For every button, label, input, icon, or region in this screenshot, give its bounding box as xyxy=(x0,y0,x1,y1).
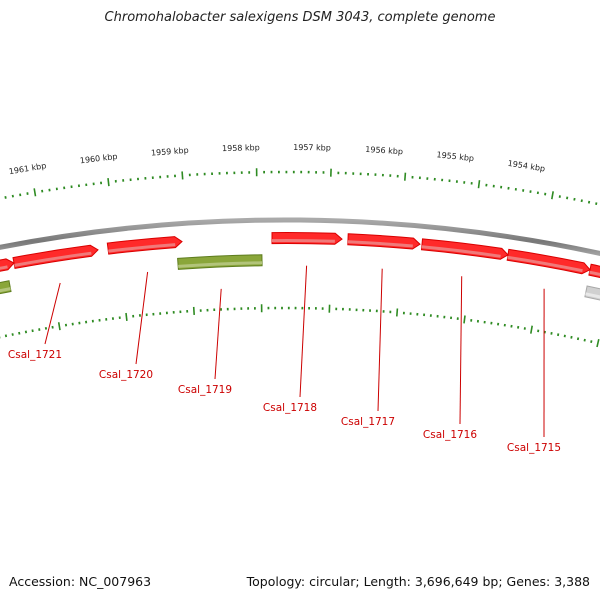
label-connector xyxy=(214,288,222,380)
major-tick xyxy=(57,322,61,331)
gene-label[interactable]: Csal_1718 xyxy=(263,402,317,414)
major-tick xyxy=(33,188,37,197)
major-tick xyxy=(125,312,128,321)
kbp-label: 1959 kbp xyxy=(151,146,189,158)
gene-edge-left[interactable] xyxy=(0,258,15,275)
kbp-label: 1958 kbp xyxy=(222,143,260,153)
genome-backbone xyxy=(0,217,600,257)
gene-features xyxy=(0,232,600,309)
accession-text: Accession: NC_007963 xyxy=(9,574,152,589)
gene-csal-1721[interactable] xyxy=(12,244,99,269)
outer-tick-ring xyxy=(4,168,598,205)
minor-tick xyxy=(24,330,28,334)
major-tick xyxy=(107,178,110,187)
major-tick xyxy=(181,171,184,180)
gene-csal-1716[interactable] xyxy=(420,238,509,260)
minor-tick xyxy=(576,337,580,341)
minor-tick xyxy=(4,334,8,338)
minor-tick xyxy=(573,197,576,201)
kbp-label: 1955 kbp xyxy=(436,150,474,163)
major-tick xyxy=(530,325,533,334)
gene-shade xyxy=(178,261,263,268)
minor-tick xyxy=(580,199,583,203)
gene-shade xyxy=(0,265,8,270)
minor-tick xyxy=(566,196,569,200)
kbp-labels: 1961 kbp 1960 kbp 1959 kbp 1958 kbp 1957 kbp… xyxy=(8,143,545,176)
genome-summary-text: Topology: circular; Length: 3,696,649 bp… xyxy=(246,574,590,589)
minor-tick xyxy=(18,331,21,335)
label-connector xyxy=(459,276,463,425)
minor-tick xyxy=(590,340,593,344)
minor-tick xyxy=(557,333,560,337)
gene-shade xyxy=(108,243,176,253)
gene-shade xyxy=(507,255,583,273)
kbp-label: 1956 kbp xyxy=(365,145,403,156)
gene-arrow[interactable] xyxy=(12,244,99,269)
label-connector xyxy=(377,268,383,412)
gene-shade xyxy=(589,270,600,276)
gene-label[interactable]: Csal_1719 xyxy=(178,384,232,396)
minor-tick xyxy=(587,200,591,204)
minor-tick xyxy=(583,338,586,342)
gene-csal-1720[interactable] xyxy=(106,236,183,255)
gene-label[interactable]: Csal_1716 xyxy=(423,429,477,441)
gene-shade xyxy=(271,239,335,243)
minor-tick xyxy=(517,325,520,329)
minor-tick xyxy=(11,333,14,336)
gene-csal-1718[interactable] xyxy=(271,232,343,245)
gene-shade xyxy=(585,292,600,299)
minor-tick xyxy=(11,194,14,198)
gene-label[interactable]: Csal_1715 xyxy=(507,442,561,454)
gene-csal-1717[interactable] xyxy=(347,233,421,250)
label-connector xyxy=(44,282,61,345)
major-tick xyxy=(477,180,481,189)
minor-tick xyxy=(570,335,573,339)
minor-tick xyxy=(595,202,598,205)
minor-tick xyxy=(543,330,546,334)
gene-shade xyxy=(0,287,11,293)
major-tick xyxy=(463,315,466,324)
kbp-label: 1961 kbp xyxy=(8,161,47,176)
major-tick xyxy=(192,306,195,315)
major-tick xyxy=(596,339,600,348)
gene-edge-left-rev[interactable] xyxy=(0,280,12,298)
gene-shade xyxy=(421,245,501,258)
kbp-label: 1957 kbp xyxy=(293,143,331,153)
kbp-label: 1960 kbp xyxy=(79,152,118,165)
gene-label[interactable]: Csal_1717 xyxy=(341,416,395,428)
major-tick xyxy=(551,191,554,200)
kbp-label: 1954 kbp xyxy=(507,159,546,174)
gene-edge-right[interactable] xyxy=(588,263,600,286)
gene-shade xyxy=(14,251,92,267)
minor-tick xyxy=(4,196,7,199)
minor-tick xyxy=(44,327,48,330)
major-tick xyxy=(404,172,407,181)
page-title: Chromohalobacter salexigens DSM 3043, co… xyxy=(104,10,496,25)
label-connector xyxy=(299,265,308,398)
gene-label[interactable]: Csal_1721 xyxy=(8,349,62,361)
gene-edge-right-other[interactable] xyxy=(584,285,600,309)
gene-labels: Csal_1721 Csal_1720 Csal_1719 Csal_1718 Csal… xyxy=(8,265,561,454)
gene-csal-1715[interactable] xyxy=(506,248,591,275)
gene-label[interactable]: Csal_1720 xyxy=(99,369,153,381)
label-connector xyxy=(135,271,149,365)
gene-csal-1719[interactable] xyxy=(177,254,263,270)
inner-tick-ring xyxy=(0,304,600,348)
gene-shade xyxy=(347,240,413,248)
major-tick xyxy=(396,308,399,317)
